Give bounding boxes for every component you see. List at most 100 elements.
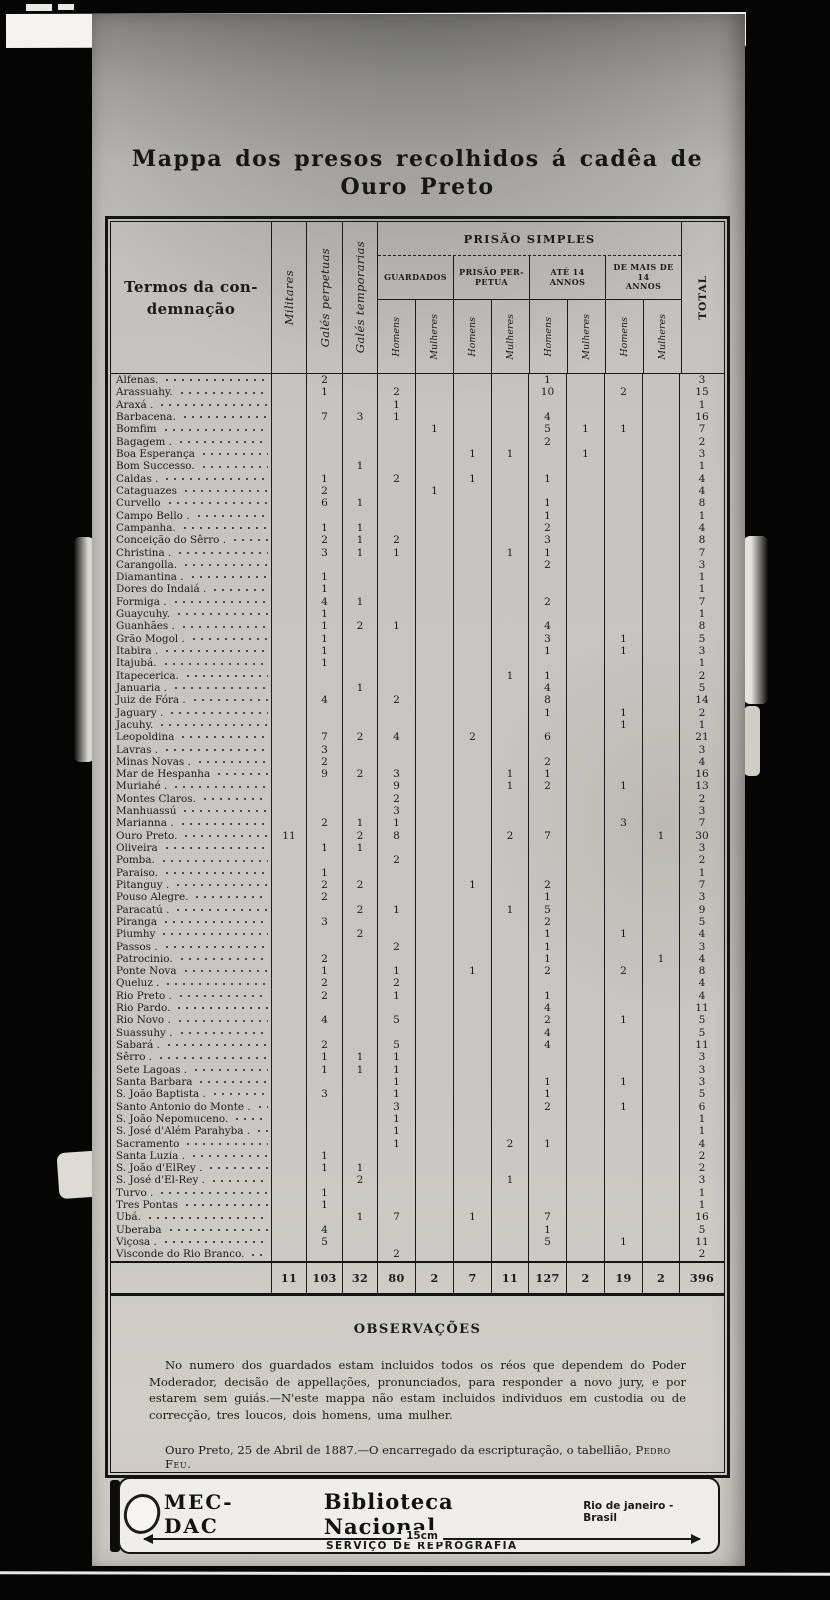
prisoners-table: Termos da con- demnação Militares Galés … — [111, 222, 724, 1296]
page-title: Mappa dos presos recolhidos á cadêa de O… — [105, 146, 730, 202]
municipality-name: Boa Esperança — [116, 448, 195, 461]
dot-leader — [158, 718, 268, 732]
table-row: S. José d'El-Rey . 2 1 3 — [111, 1174, 724, 1187]
dot-leader — [231, 534, 268, 547]
film-frame-line — [0, 1571, 830, 1576]
municipality-name: S. José d'Além Parahyba . — [116, 1125, 251, 1138]
municipality-name: Lavras . — [116, 743, 159, 756]
municipality-name: Manhuassú — [116, 805, 177, 818]
municipality-name: Dores do Indaiá . — [116, 583, 207, 596]
scale-arrow-right — [691, 1534, 701, 1544]
dot-leader — [175, 607, 268, 621]
dot-leader — [211, 583, 268, 596]
municipality-name: Christina . — [116, 546, 172, 559]
dot-leader — [164, 1038, 268, 1052]
dot-leader — [163, 743, 268, 756]
dot-leader — [176, 435, 268, 448]
page-title-line1: Mappa dos presos recolhidos á cadêa de — [131, 146, 704, 172]
table-row: Conceição do Sêrro . 2 1 2 3 8 — [111, 534, 724, 547]
table-row: Itapecerica. 1 1 2 — [111, 669, 724, 682]
municipality-name: Juiz de Fóra . — [116, 694, 186, 707]
column-header-homens: Homens — [391, 316, 402, 357]
table-row: Campanha. 1 1 2 4 — [111, 521, 724, 535]
dot-leader — [165, 497, 268, 510]
column-header-ate-14-annos: ATÉ 14 ANNOS — [529, 256, 605, 299]
dot-leader — [172, 780, 268, 793]
table-row: Piumhy 2 1 1 4 — [111, 928, 724, 941]
municipality-name: Paraiso. — [116, 866, 158, 879]
column-header-homens: Homens — [529, 300, 567, 373]
totals-row: 11 103 32 80 2 7 11 127 2 19 2 396 — [111, 1261, 724, 1293]
table-body: Alfenas. 2 1 3 Arassuahy. 1 2 10 2 15 Ar… — [111, 374, 724, 1261]
table-row: Piranga 3 2 5 — [111, 915, 724, 929]
dot-leader — [158, 398, 268, 411]
dot-leader — [178, 817, 268, 830]
observations-section: OBSERVAÇÕES No numero dos guardados esta… — [111, 1296, 724, 1472]
table-row: Sabará . 2 5 4 11 — [111, 1038, 724, 1052]
municipality-name: Ubá. — [116, 1211, 141, 1224]
film-edge-mark — [58, 4, 74, 10]
municipality-name: Paracatú . — [116, 903, 170, 916]
municipality-name: Passos . — [116, 940, 158, 953]
column-header-mulheres: Mulheres — [567, 300, 605, 373]
table-row: Juiz de Fóra . 4 2 8 14 — [111, 694, 724, 707]
signature-name: Pedro Feu. — [165, 1443, 671, 1471]
municipality-name: Minas Novas . — [116, 755, 191, 768]
dot-leader — [163, 644, 268, 658]
dot-leader — [171, 595, 268, 608]
municipality-name: Campo Bello . — [116, 509, 190, 522]
dot-leader — [181, 804, 268, 818]
table-row: Arassuahy. 1 2 10 2 15 — [111, 386, 724, 399]
municipality-name: Santa Barbara — [116, 1075, 193, 1088]
table-row: Sete Lagoas . 1 1 1 3 — [111, 1063, 724, 1076]
dot-leader — [182, 1198, 268, 1212]
municipality-name: Ouro Preto. — [116, 829, 178, 842]
dot-leader — [183, 669, 268, 682]
dot-leader — [195, 755, 268, 768]
table-row: Turvo . 1 1 — [111, 1186, 724, 1199]
table-row: Marianna . 2 1 1 3 7 — [111, 817, 724, 830]
table-row: S. João d'ElRey . 1 1 2 — [111, 1162, 724, 1175]
dot-leader — [179, 731, 268, 744]
table-row: Barbacena. 7 3 1 4 16 — [111, 410, 724, 424]
table-row: Santo Antonio do Monte . 3 2 1 6 — [111, 1100, 724, 1113]
table-row: Dores do Indaiá . 1 1 — [111, 583, 724, 596]
prisao-simples-block: PRISÃO SIMPLES GUARDADOS PRISÃO PER- PETU… — [377, 222, 681, 373]
table-row: Patrocinio. 2 1 1 4 — [111, 952, 724, 965]
table-row: Sêrro . 1 1 1 3 — [111, 1051, 724, 1064]
page-title-line2: Ouro Preto — [340, 174, 495, 200]
plate-agency: MEC-DAC — [164, 1490, 234, 1538]
scale-arrow-left — [143, 1534, 153, 1544]
dot-leader — [162, 841, 268, 855]
column-header-prisao-simples: PRISÃO SIMPLES — [378, 222, 681, 256]
dot-leader — [255, 1125, 268, 1138]
dot-leader — [200, 792, 268, 805]
dot-leader — [199, 447, 268, 461]
municipality-name: Guaycuhy. — [116, 608, 171, 621]
dot-leader — [215, 768, 268, 781]
column-header-prisao-perpetua: PRISÃO PER- PETUA — [453, 256, 529, 299]
municipality-name: Sabará . — [116, 1039, 160, 1052]
dot-leader — [174, 903, 268, 916]
municipality-name: Itajubá. — [116, 657, 157, 670]
municipality-name: Leopoldina — [116, 731, 175, 744]
dot-leader — [175, 1014, 268, 1027]
dot-leader — [209, 1174, 268, 1187]
observations-text: No numero dos guardados estam incluidos … — [149, 1358, 686, 1422]
municipality-name: Santa Luzia . — [116, 1149, 185, 1162]
table-row: Carangolla. 2 3 — [111, 558, 724, 571]
municipality-name: Pitanguy . — [116, 878, 170, 891]
table-row: Pitanguy . 2 2 1 2 7 — [111, 878, 724, 892]
table-row: Alfenas. 2 1 3 — [111, 374, 724, 387]
table-row: Guanhães . 1 2 1 4 8 — [111, 620, 724, 633]
municipality-name: Alfenas. — [116, 374, 159, 387]
dot-leader — [161, 423, 268, 436]
table-row: Pouso Alegre. 2 1 3 — [111, 891, 724, 904]
table-row: Viçosa . 5 5 1 11 — [111, 1235, 724, 1249]
municipality-name: Rio Preto . — [116, 989, 172, 1002]
film-edge-sliver — [744, 536, 768, 704]
municipality-name: Rio Pardo. — [116, 1002, 171, 1015]
municipality-name: Carangolla. — [116, 558, 178, 571]
document-frame: Termos da con- demnação Militares Galés … — [105, 216, 730, 1478]
table-row: Rio Preto . 2 1 1 4 — [111, 989, 724, 1002]
